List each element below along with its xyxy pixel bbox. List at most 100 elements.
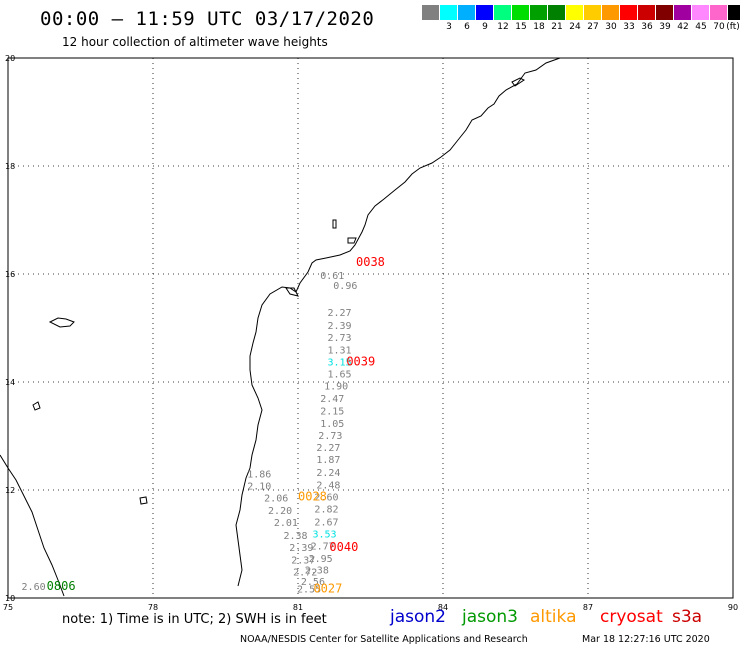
- lon-tick-label: 81: [293, 603, 303, 612]
- legend-swatch: [584, 5, 602, 20]
- legend-label: 42: [677, 22, 689, 32]
- footer-timestamp: Mar 18 12:27:16 UTC 2020: [582, 634, 710, 645]
- lon-tick-label: 87: [583, 603, 593, 612]
- islet-5: [347, 237, 357, 244]
- swh-value: 2.95: [309, 554, 333, 565]
- lat-tick-label: 14: [5, 378, 15, 387]
- swh-value: 2.24: [316, 468, 340, 479]
- swh-observations: 0.610.962.272.392.731.313.151.651.902.47…: [22, 271, 358, 596]
- swh-value: 2.82: [314, 505, 338, 516]
- lon-tick-label: 90: [728, 603, 738, 612]
- legend-swatch: [674, 5, 692, 20]
- lat-tick-label: 20: [5, 54, 15, 63]
- pass-time-label: 0038: [356, 255, 385, 269]
- swh-value: 2.06: [264, 493, 288, 504]
- lon-tick-label: 84: [438, 603, 448, 612]
- legend-swatch: [440, 5, 458, 20]
- swh-value: 2.20: [268, 506, 292, 517]
- pass-time-tags: 0038 0039 0028 0040 0027 0806: [47, 255, 385, 596]
- legend-swatch: [638, 5, 656, 20]
- swh-value: 2.72: [293, 567, 317, 578]
- swh-value: 2.55: [297, 585, 321, 596]
- swh-value: 2.38: [284, 531, 308, 542]
- sat-jason3: jason3: [462, 607, 518, 627]
- pass-time-label: 0039: [346, 354, 375, 368]
- islet-1: [48, 317, 75, 328]
- sat-jason2: jason2: [390, 607, 446, 627]
- legend-label: 18: [533, 22, 545, 32]
- lat-tick-label: 10: [5, 594, 15, 603]
- legend-label: 33: [623, 22, 635, 32]
- legend-label: 6: [464, 22, 470, 32]
- legend-label: 21: [551, 22, 563, 32]
- sat-altika: altika: [530, 607, 577, 627]
- swh-value: 3.53: [313, 530, 337, 541]
- coastline: [0, 57, 561, 597]
- swh-value: 1.31: [327, 345, 351, 356]
- swh-value: 2.15: [320, 406, 344, 417]
- swh-value: 2.73: [318, 431, 342, 442]
- swh-value: 2.38: [305, 566, 329, 577]
- legend-label: 30: [605, 22, 617, 32]
- note-text: note: 1) Time is in UTC; 2) SWH is in fe…: [62, 612, 327, 627]
- swh-value: 2.56: [301, 577, 325, 588]
- legend-swatch: [710, 5, 728, 20]
- color-legend: [422, 5, 740, 20]
- swh-value: 1.05: [320, 419, 344, 430]
- islet-6: [332, 219, 337, 229]
- swh-value: 2.48: [316, 480, 340, 491]
- swh-value: 3.15: [327, 357, 351, 368]
- legend-label: 45: [695, 22, 707, 32]
- swh-value: 1.86: [247, 470, 271, 481]
- legend-swatch: [602, 5, 620, 20]
- legend-swatch: [512, 5, 530, 20]
- sri-lanka-coast: [0, 454, 65, 597]
- swh-value: 2.60: [314, 492, 338, 503]
- legend-label: 12: [497, 22, 509, 32]
- swh-value: 2.39: [289, 543, 313, 554]
- legend-swatch: [548, 5, 566, 20]
- lon-tick-label: 78: [148, 603, 158, 612]
- lon-tick-label: 75: [3, 603, 13, 612]
- legend-swatch: [530, 5, 548, 20]
- graticule: 75 78 81 84 87 90 10 12 14 16 18 20: [3, 54, 738, 612]
- lat-tick-label: 16: [5, 270, 15, 279]
- legend-label: 36: [641, 22, 653, 32]
- legend-label: (ft): [726, 22, 740, 32]
- legend-swatch: [656, 5, 674, 20]
- lat-tick-label: 12: [5, 486, 15, 495]
- pass-time-label: 0028: [298, 489, 327, 503]
- legend-label: 9: [482, 22, 488, 32]
- legend-swatch: [476, 5, 494, 20]
- legend-swatch: [458, 5, 476, 20]
- pass-time-label: 0027: [313, 582, 342, 596]
- legend-label: 3: [446, 22, 452, 32]
- sat-s3a: s3a: [672, 607, 703, 627]
- swh-value: 2.67: [314, 518, 338, 529]
- swh-value: 1.90: [324, 382, 348, 393]
- swh-value: 0.96: [333, 281, 357, 292]
- swh-value: 2.39: [327, 321, 351, 332]
- legend-swatch: [494, 5, 512, 20]
- swh-value: 2.77: [311, 541, 335, 552]
- map-subtitle: 12 hour collection of altimeter wave hei…: [62, 35, 328, 49]
- map-title: 00:00 – 11:59 UTC 03/17/2020: [40, 8, 375, 30]
- swh-value: 2.47: [320, 394, 344, 405]
- map-frame: [7, 57, 734, 599]
- lat-tick-label: 18: [5, 162, 15, 171]
- pass-time-label: 0806: [47, 579, 76, 593]
- sat-cryosat: cryosat: [600, 607, 663, 627]
- legend-label: 70: [713, 22, 725, 32]
- swh-value: 2.73: [327, 333, 351, 344]
- swh-value: 1.87: [316, 455, 340, 466]
- swh-value: 2.37: [291, 555, 315, 566]
- legend-swatch: [566, 5, 584, 20]
- legend-swatch: [422, 5, 440, 20]
- legend-swatch: [620, 5, 638, 20]
- swh-value: 1.65: [327, 370, 351, 381]
- legend-label: 24: [569, 22, 581, 32]
- legend-label: 39: [659, 22, 671, 32]
- legend-swatch: [692, 5, 710, 20]
- legend-swatch: [728, 5, 740, 20]
